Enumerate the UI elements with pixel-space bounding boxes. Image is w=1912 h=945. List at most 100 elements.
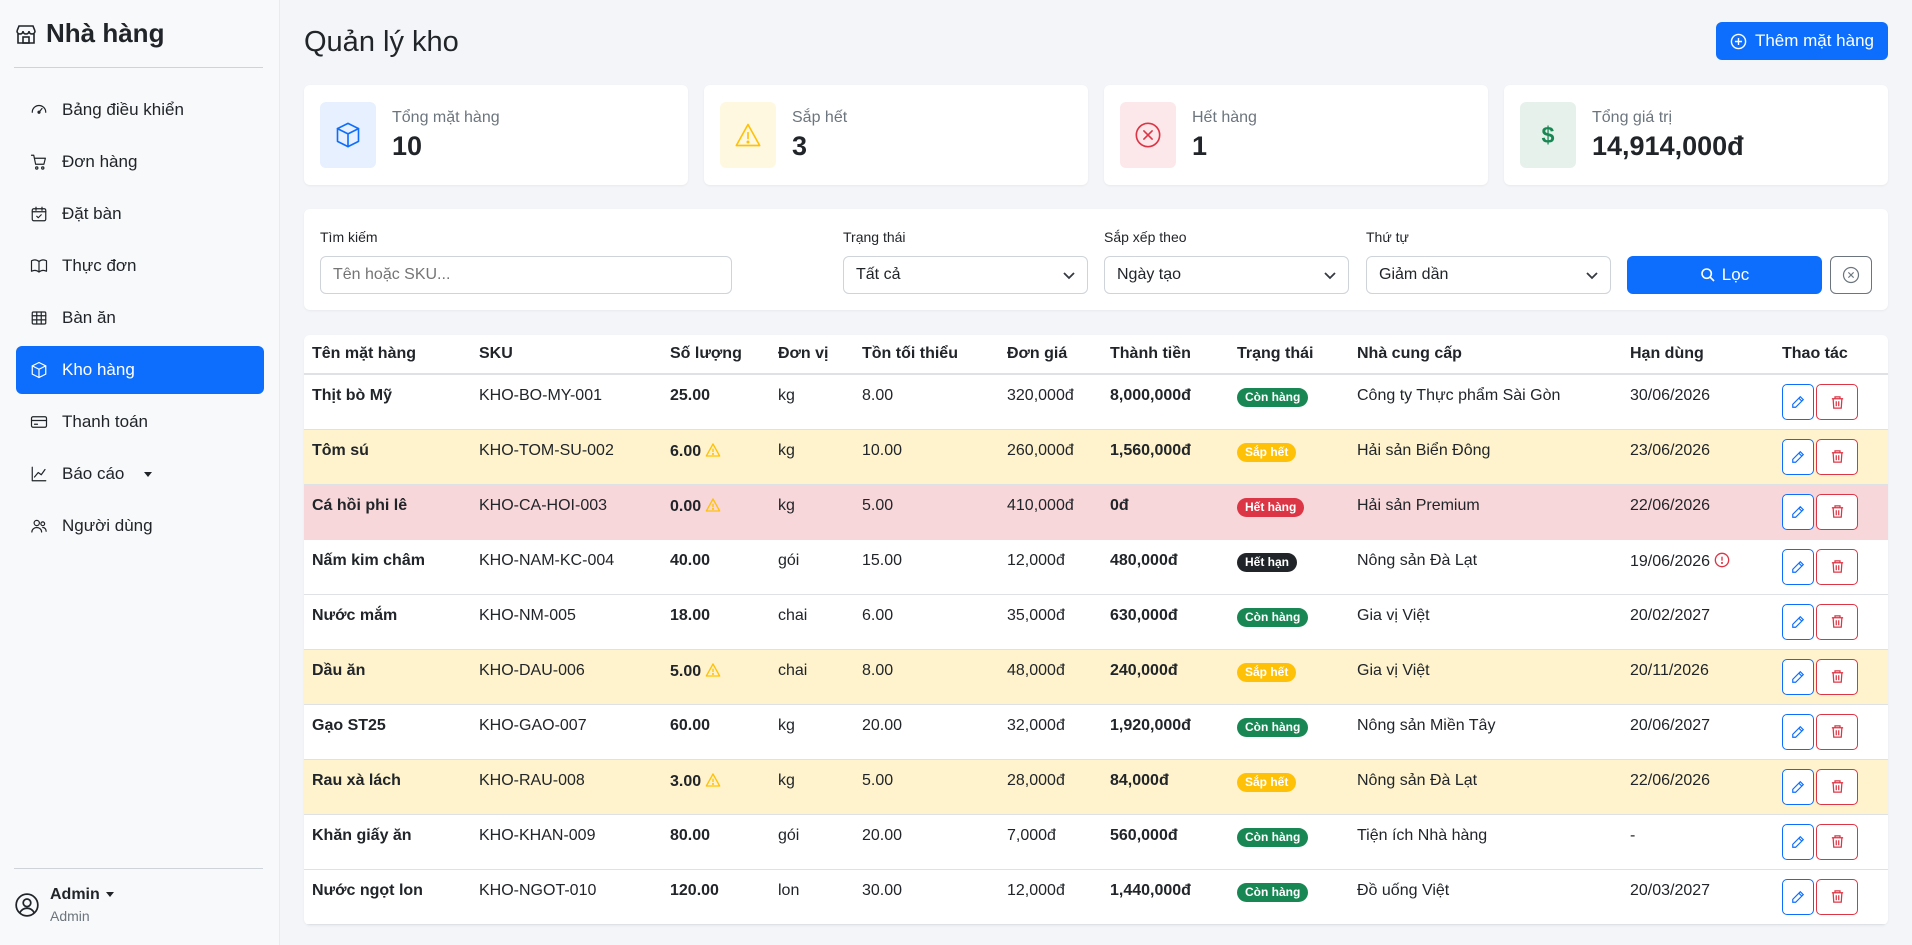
delete-button[interactable] <box>1816 438 1858 475</box>
delete-button[interactable] <box>1816 384 1858 420</box>
item-name: Rau xà lách <box>312 771 401 789</box>
table-row[interactable]: Rau xà lách KHO-RAU-008 3.00 kg 5.00 28,000đ 8… <box>304 759 1888 815</box>
cell-supplier: Tiện ích Nhà hàng <box>1349 814 1622 870</box>
cell-sku: KHO-NAM-KC-004 <box>471 539 662 595</box>
delete-button[interactable] <box>1816 658 1858 695</box>
cell-name: Nấm kim châm <box>304 539 471 595</box>
sidebar-item-4[interactable]: Bàn ăn <box>16 294 264 342</box>
item-qty: 60.00 <box>670 716 711 734</box>
user-menu[interactable]: Admin Admin <box>14 886 114 924</box>
chevron-down-icon <box>1324 272 1336 280</box>
edit-button[interactable] <box>1782 438 1814 475</box>
sidebar-item-5[interactable]: Kho hàng <box>16 346 264 394</box>
status-badge: Còn hàng <box>1237 882 1309 902</box>
item-qty: 18.00 <box>670 606 711 624</box>
edit-button[interactable] <box>1782 823 1814 860</box>
table-row[interactable]: Nước mắm KHO-NM-005 18.00 chai 6.00 35,000đ 63… <box>304 594 1888 650</box>
sidebar-item-1[interactable]: Đơn hàng <box>16 138 264 186</box>
cell-status: Còn hàng <box>1229 374 1349 430</box>
cell-actions <box>1774 594 1888 650</box>
item-unit: chai <box>778 661 808 679</box>
edit-button[interactable] <box>1782 878 1814 915</box>
sidebar-item-8[interactable]: Người dùng <box>16 502 264 550</box>
delete-button[interactable] <box>1816 603 1858 640</box>
item-sku: KHO-NGOT-010 <box>479 881 597 899</box>
sidebar-item-6[interactable]: Thanh toán <box>16 398 264 446</box>
table-row[interactable]: Dầu ăn KHO-DAU-006 5.00 chai 8.00 48,000đ 240,… <box>304 649 1888 705</box>
delete-button[interactable] <box>1816 713 1858 750</box>
item-expiry: 22/06/2026 <box>1630 496 1711 514</box>
box-icon <box>336 122 360 148</box>
delete-button[interactable] <box>1816 493 1858 530</box>
reset-filter-button[interactable] <box>1830 256 1872 294</box>
sidebar-item-3[interactable]: Thực đơn <box>16 242 264 290</box>
sidebar-item-2[interactable]: Đặt bàn <box>16 190 264 238</box>
column-header: Đơn giá <box>999 335 1102 375</box>
cell-unit: kg <box>770 704 854 760</box>
trash-icon <box>1831 670 1843 683</box>
item-qty: 80.00 <box>670 826 711 844</box>
delete-button[interactable] <box>1816 548 1858 585</box>
item-expiry: - <box>1630 826 1636 844</box>
table-row[interactable]: Thịt bò Mỹ KHO-BO-MY-001 25.00 kg 8.00 320,00… <box>304 374 1888 430</box>
cell-name: Nước mắm <box>304 594 471 650</box>
cell-qty: 120.00 <box>662 869 770 925</box>
stat-icon-wrap <box>1120 102 1176 168</box>
edit-button[interactable] <box>1782 493 1814 530</box>
pencil-icon <box>1792 560 1805 573</box>
status-select[interactable]: Tất cả <box>843 256 1088 294</box>
sidebar-item-label: Đơn hàng <box>62 152 138 171</box>
cell-price: 35,000đ <box>999 594 1102 650</box>
cell-name: Tôm sú <box>304 429 471 485</box>
sidebar-item-0[interactable]: Bảng điều khiển <box>16 86 264 134</box>
status-badge: Còn hàng <box>1237 388 1309 407</box>
item-total: 480,000đ <box>1110 551 1178 569</box>
order-select[interactable]: Giảm dần <box>1366 256 1611 294</box>
sidebar-item-7[interactable]: Báo cáo <box>16 450 264 498</box>
delete-button[interactable] <box>1816 768 1858 805</box>
table-row[interactable]: Nước ngọt lon KHO-NGOT-010 120.00 lon 30.00 1… <box>304 869 1888 925</box>
item-unit: kg <box>778 387 795 404</box>
cell-name: Cá hồi phi lê <box>304 484 471 540</box>
edit-button[interactable] <box>1782 384 1814 420</box>
table-row[interactable]: Nấm kim châm KHO-NAM-KC-004 40.00 gói 15.00 1… <box>304 539 1888 595</box>
add-item-label: Thêm mặt hàng <box>1754 31 1874 50</box>
item-supplier: Gia vị Việt <box>1357 606 1430 624</box>
cell-actions <box>1774 429 1888 485</box>
filter-button[interactable]: Lọc <box>1627 256 1822 294</box>
delete-button[interactable] <box>1816 878 1858 915</box>
item-min-stock: 10.00 <box>862 441 903 459</box>
item-expiry: 20/02/2027 <box>1630 606 1711 624</box>
add-item-button[interactable]: Thêm mặt hàng <box>1715 22 1888 60</box>
table-row[interactable]: Gạo ST25 KHO-GAO-007 60.00 kg 20.00 32,000đ 1,… <box>304 704 1888 760</box>
item-qty: 120.00 <box>670 881 719 899</box>
edit-button[interactable] <box>1782 713 1814 750</box>
warning-icon <box>705 772 721 787</box>
item-min-stock: 30.00 <box>862 881 903 899</box>
column-header: Hạn dùng <box>1622 335 1774 375</box>
edit-button[interactable] <box>1782 768 1814 805</box>
item-unit: kg <box>778 716 795 734</box>
table-row[interactable]: Khăn giấy ăn KHO-KHAN-009 80.00 gói 20.00 7,0… <box>304 814 1888 870</box>
edit-button[interactable] <box>1782 548 1814 585</box>
delete-button[interactable] <box>1816 823 1858 860</box>
caret-down-icon <box>144 471 153 477</box>
search-input[interactable] <box>320 256 732 294</box>
item-sku: KHO-GAO-007 <box>479 716 587 734</box>
table-row[interactable]: Tôm sú KHO-TOM-SU-002 6.00 kg 10.00 260,000đ 1… <box>304 429 1888 485</box>
cell-unit: kg <box>770 429 854 485</box>
item-price: 410,000đ <box>1007 496 1074 514</box>
brand[interactable]: Nhà hàng <box>14 18 164 49</box>
status-badge: Hết hạn <box>1237 552 1298 572</box>
table-row[interactable]: Cá hồi phi lê KHO-CA-HOI-003 0.00 kg 5.00 410… <box>304 484 1888 540</box>
cell-total: 1,920,000đ <box>1102 704 1229 760</box>
edit-button[interactable] <box>1782 603 1814 640</box>
inventory-table-card: Tên mặt hàng SKU Số lượng Đơn vị Tồn tối thi… <box>304 335 1888 925</box>
item-name: Dầu ăn <box>312 661 366 679</box>
item-total: 0đ <box>1110 496 1129 514</box>
sort-select[interactable]: Ngày tạo <box>1104 256 1349 294</box>
edit-button[interactable] <box>1782 658 1814 695</box>
sidebar-item-label: Bảng điều khiển <box>62 100 184 119</box>
cell-name: Dầu ăn <box>304 649 471 705</box>
cell-actions <box>1774 704 1888 760</box>
